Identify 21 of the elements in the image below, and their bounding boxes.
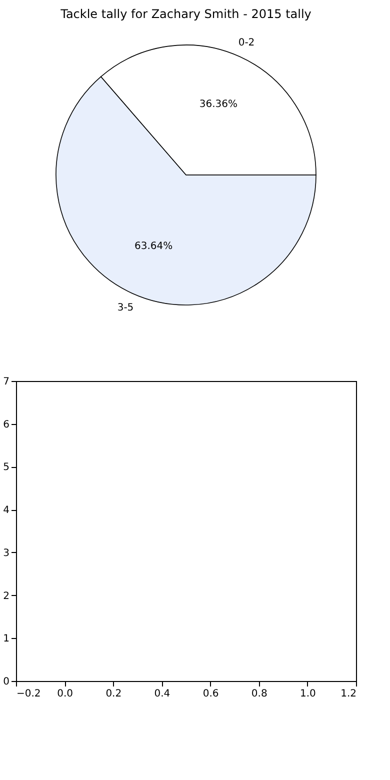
x-tick-label: 1.2: [340, 688, 356, 700]
data-label: 63.64%: [134, 240, 173, 252]
y-tick-label: 0: [3, 676, 10, 688]
x-tick-label: 0.4: [154, 688, 170, 700]
x-tick-label: 0.8: [251, 688, 268, 700]
y-tick-label: 2: [3, 590, 10, 602]
data-label: 36.36%: [199, 99, 238, 110]
slice-label: 3-5: [117, 302, 134, 314]
x-tick-label: −0.2: [16, 688, 41, 700]
slice-label: 0-2: [238, 38, 255, 49]
x-tick-label: 0.2: [106, 688, 122, 700]
y-tick-label: 3: [3, 548, 10, 559]
x-tick-label: 0.0: [57, 688, 74, 700]
x-tick-label: 0.6: [202, 688, 219, 700]
y-tick-label: 1: [3, 634, 10, 645]
y-tick-label: 4: [3, 505, 10, 516]
chart-title: Tackle tally for Zachary Smith - 2015 tally: [60, 7, 312, 21]
y-tick-label: 6: [3, 419, 10, 430]
x-tick-label: 1.0: [300, 688, 316, 700]
y-tick-label: 5: [3, 462, 10, 474]
y-tick-label: 7: [3, 376, 10, 388]
